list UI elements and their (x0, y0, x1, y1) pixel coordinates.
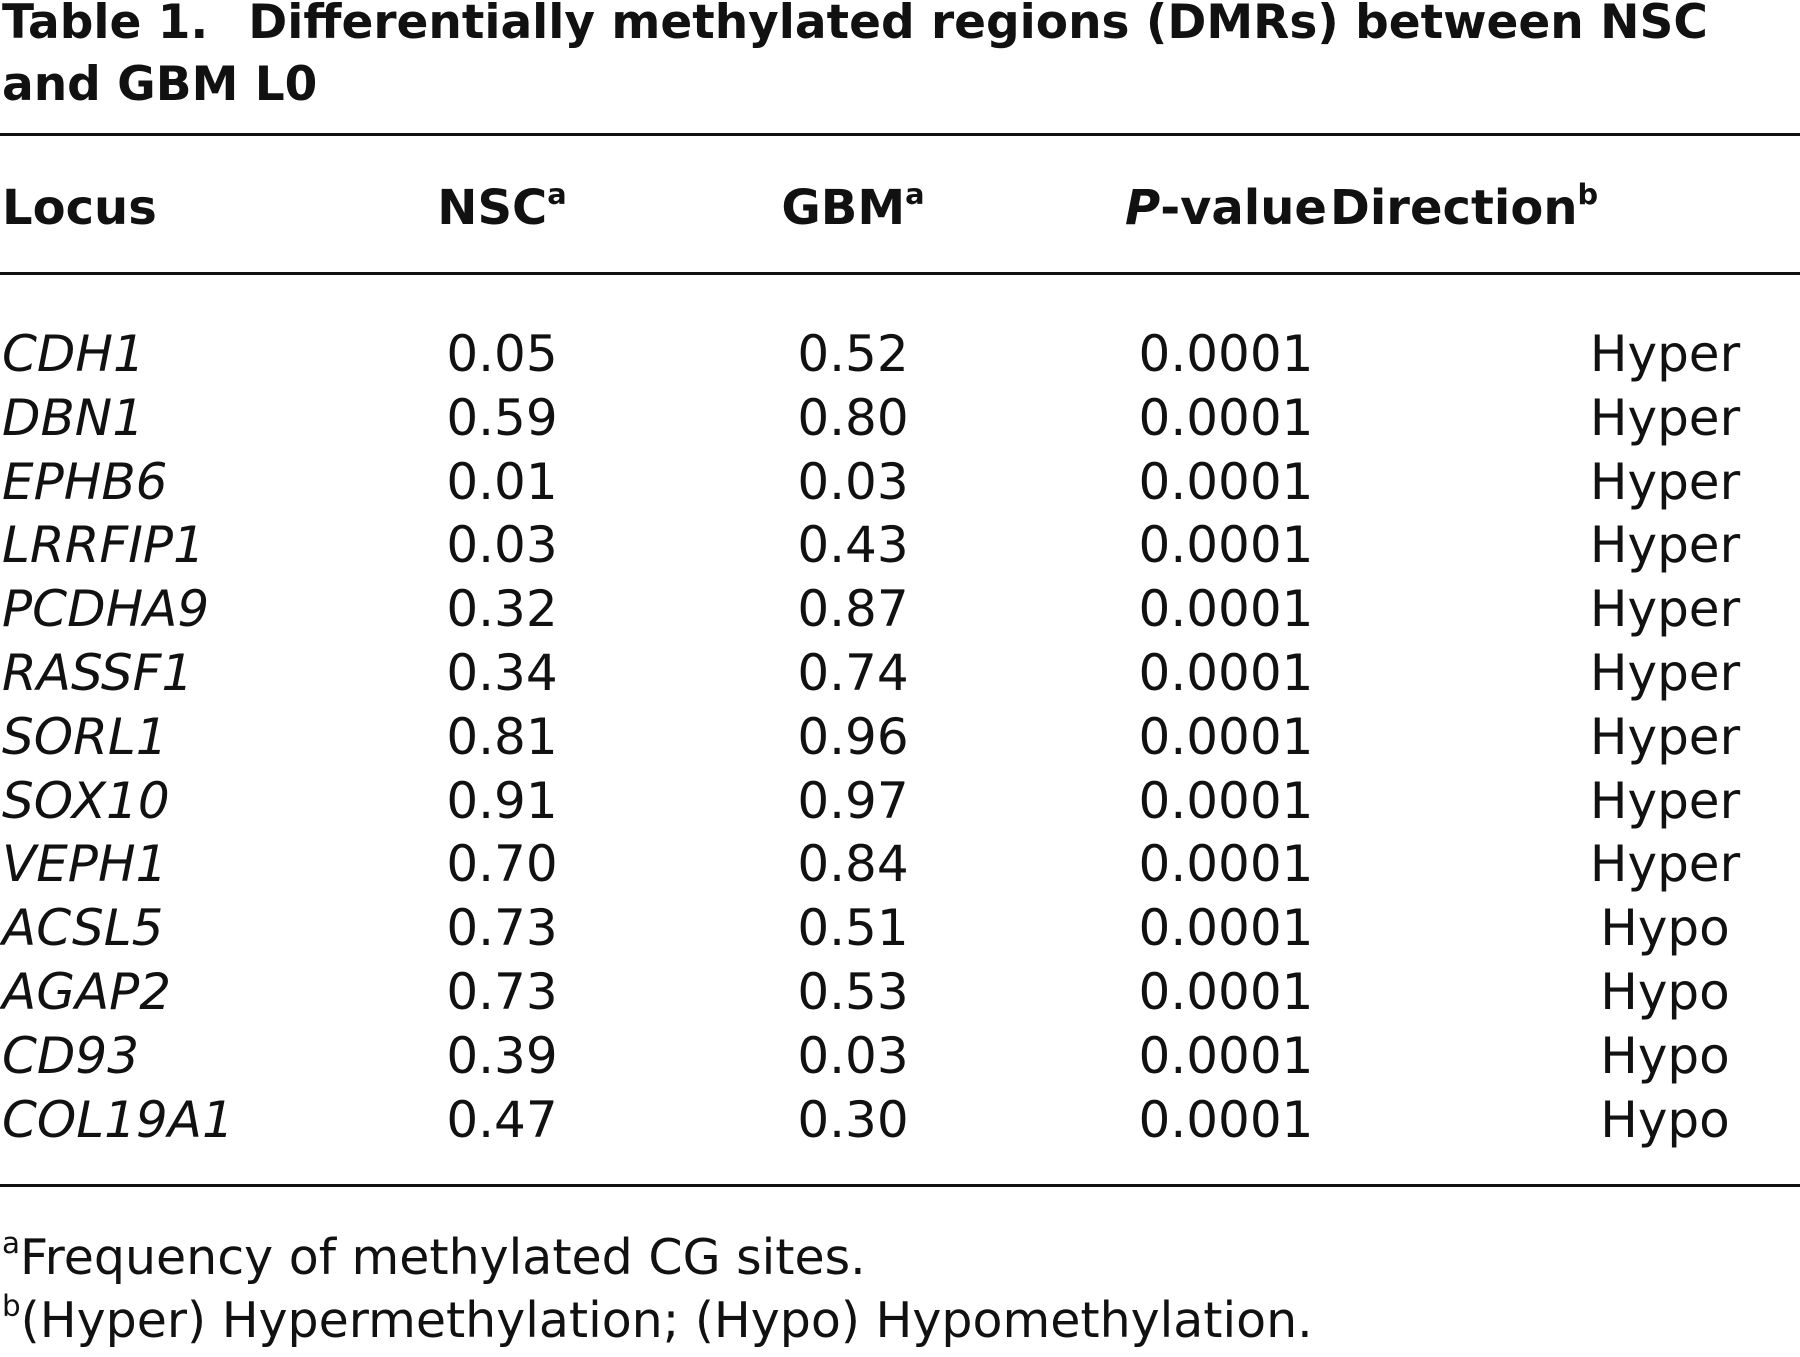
table-cell: 0.84 (797, 835, 909, 894)
table-cell: 0.73 (446, 963, 558, 1021)
footnote-mark: b (1577, 176, 1599, 211)
table-cell: Hyper (1589, 452, 1741, 511)
table-cell: 0.59 (446, 388, 558, 447)
table-cell: 0.0001 (1138, 644, 1314, 702)
column-header: P-value (826, 178, 1626, 238)
locus: SOX10 (2, 771, 170, 830)
table-cell: 0.0001 (1138, 325, 1314, 383)
footnote: b(Hyper) Hypermethylation; (Hypo) Hypome… (2, 1289, 1313, 1357)
title-text: Differentially methylated regions (DMRs)… (2, 0, 1708, 112)
table-cell: Hyper (1589, 388, 1741, 447)
table-cell: 0.74 (797, 644, 909, 702)
footnote-text: (Hyper) Hypermethylation; (Hypo) Hypomet… (20, 1292, 1313, 1349)
locus: ACSL5 (2, 899, 164, 958)
locus: COL19A1 (2, 1090, 234, 1149)
table-cell: 0.39 (446, 1026, 558, 1085)
table-cell: 0.81 (446, 707, 558, 766)
table-cell: Hyper (1589, 516, 1741, 575)
table-cell: Hypo (1600, 899, 1730, 958)
locus: PCDHA9 (2, 580, 210, 639)
table-cell: 0.47 (446, 1090, 558, 1149)
table-cell: 0.03 (446, 516, 558, 575)
footnote-mark: a (547, 176, 567, 211)
locus: RASSF1 (2, 644, 194, 702)
footnote: aFrequency of methylated CG sites. (2, 1226, 866, 1294)
table-cell: Hypo (1600, 1090, 1730, 1149)
header-rule (0, 272, 1800, 275)
table-cell: 0.0001 (1138, 963, 1314, 1021)
table-cell: 0.03 (797, 452, 909, 511)
table-cell: 0.34 (446, 644, 558, 702)
locus: AGAP2 (2, 963, 172, 1021)
locus: CD93 (2, 1026, 140, 1085)
table-cell: 0.52 (797, 325, 909, 383)
locus: VEPH1 (2, 835, 168, 894)
table-cell: 0.80 (797, 388, 909, 447)
header-italic: P (1125, 180, 1161, 236)
table-cell: 0.73 (446, 899, 558, 958)
table-cell: 0.0001 (1138, 452, 1314, 511)
title-label: Table 1. (2, 0, 209, 50)
locus: DBN1 (2, 388, 145, 447)
table-cell: Hyper (1589, 580, 1741, 639)
table-cell: 0.0001 (1138, 899, 1314, 958)
table-cell: Hyper (1589, 325, 1741, 383)
locus: CDH1 (2, 325, 145, 383)
table-cell: 0.0001 (1138, 707, 1314, 766)
column-header: Locus (2, 178, 157, 238)
table-cell: 0.05 (446, 325, 558, 383)
table-cell: Hyper (1589, 835, 1741, 894)
table-title: Table 1. Differentially methylated region… (2, 0, 1798, 116)
table-cell: 0.0001 (1138, 580, 1314, 639)
table-cell: 0.43 (797, 516, 909, 575)
table-cell: 0.01 (446, 452, 558, 511)
table-cell: 0.0001 (1138, 516, 1314, 575)
table-cell: 0.70 (446, 835, 558, 894)
header-text: NSC (437, 180, 548, 236)
table-cell: Hyper (1589, 707, 1741, 766)
table-cell: 0.0001 (1138, 771, 1314, 830)
column-header: Directionb (1330, 176, 1599, 244)
bottom-rule (0, 1184, 1800, 1187)
header-text: Locus (2, 180, 157, 236)
table-cell: 0.0001 (1138, 388, 1314, 447)
footnote-mark: b (2, 1289, 21, 1324)
table-cell: 0.91 (446, 771, 558, 830)
table-cell: 0.53 (797, 963, 909, 1021)
table-cell: 0.30 (797, 1090, 909, 1149)
table-cell: 0.97 (797, 771, 909, 830)
footnote-mark: a (2, 1226, 21, 1261)
column-header: GBMa (453, 176, 1253, 244)
locus: SORL1 (2, 707, 168, 766)
table-cell: 0.0001 (1138, 1026, 1314, 1085)
footnote-text: Frequency of methylated CG sites. (20, 1229, 866, 1286)
header-text: Direction (1330, 180, 1578, 236)
table-cell: 0.32 (446, 580, 558, 639)
table-cell: 0.0001 (1138, 835, 1314, 894)
table-cell: 0.03 (797, 1026, 909, 1085)
table-cell: 0.51 (797, 899, 909, 958)
table-cell: Hyper (1589, 771, 1741, 830)
column-header: NSCa (102, 176, 902, 244)
locus: EPHB6 (2, 452, 168, 511)
footnote-mark: a (905, 176, 925, 211)
locus: LRRFIP1 (2, 516, 205, 575)
table-cell: 0.87 (797, 580, 909, 639)
table-cell: Hypo (1600, 1026, 1730, 1085)
header-text: GBM (781, 180, 906, 236)
table-cell: Hyper (1589, 644, 1741, 702)
table-cell: 0.96 (797, 707, 909, 766)
table-cell: 0.0001 (1138, 1090, 1314, 1149)
top-rule (0, 133, 1800, 136)
table-cell: Hypo (1600, 963, 1730, 1021)
header-text: -value (1160, 180, 1327, 236)
